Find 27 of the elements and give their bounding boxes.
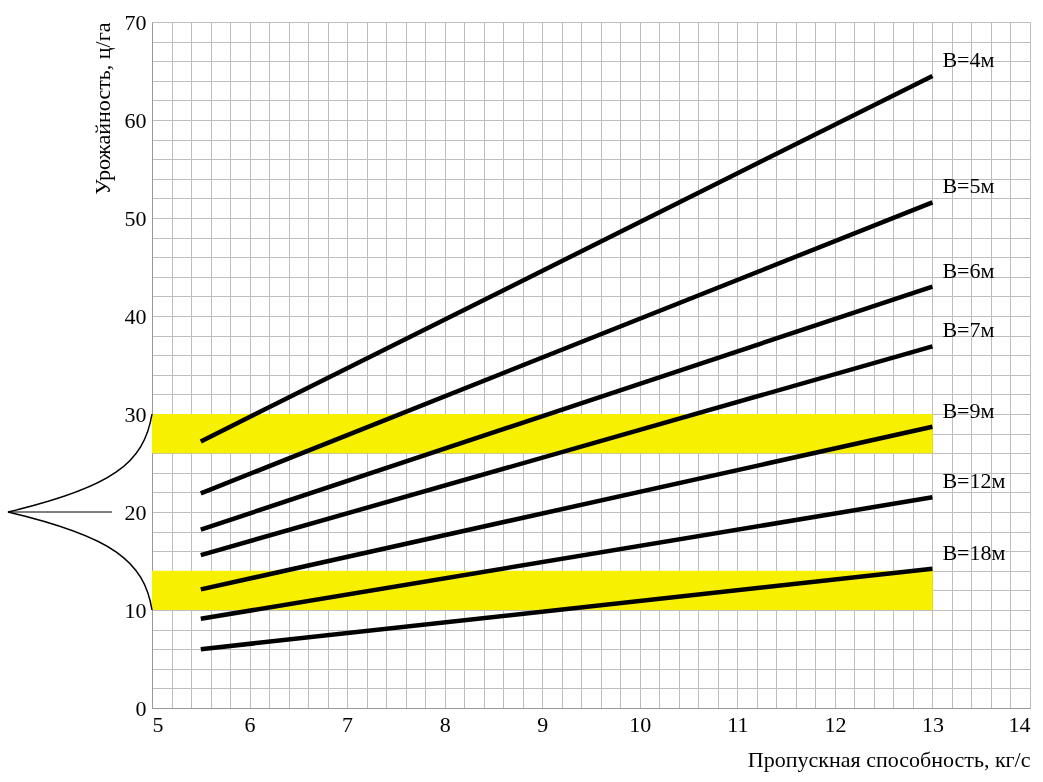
series-label: B=7м — [942, 317, 995, 343]
x-tick-label: 14 — [1008, 711, 1031, 737]
series-label: B=12м — [942, 468, 1006, 494]
x-axis-title: Пропускная способность, кг/с — [747, 746, 1031, 772]
x-tick-label: 9 — [537, 711, 549, 737]
x-tick-label: 8 — [439, 711, 451, 737]
y-tick-label: 50 — [124, 205, 147, 231]
y-tick-label: 30 — [124, 401, 147, 427]
y-tick-label: 40 — [124, 303, 147, 329]
y-tick-label: 60 — [124, 107, 147, 133]
y-tick-label: 70 — [124, 9, 147, 35]
series-label: B=5м — [942, 173, 995, 199]
series-label: B=9м — [942, 397, 995, 423]
x-tick-label: 12 — [824, 711, 847, 737]
y-tick-label: 20 — [124, 499, 147, 525]
x-tick-label: 5 — [152, 711, 164, 737]
series-label: B=4м — [942, 46, 995, 72]
y-tick-label: 0 — [135, 695, 147, 721]
series-label: B=18м — [942, 539, 1006, 565]
y-axis-title: Урожайность, ц/га — [89, 22, 115, 195]
x-tick-label: 6 — [244, 711, 256, 737]
x-tick-label: 7 — [342, 711, 354, 737]
series-label: B=6м — [942, 257, 995, 283]
y-tick-label: 10 — [124, 597, 147, 623]
x-tick-label: 11 — [727, 711, 749, 737]
x-tick-label: 13 — [921, 711, 944, 737]
x-tick-label: 10 — [629, 711, 652, 737]
